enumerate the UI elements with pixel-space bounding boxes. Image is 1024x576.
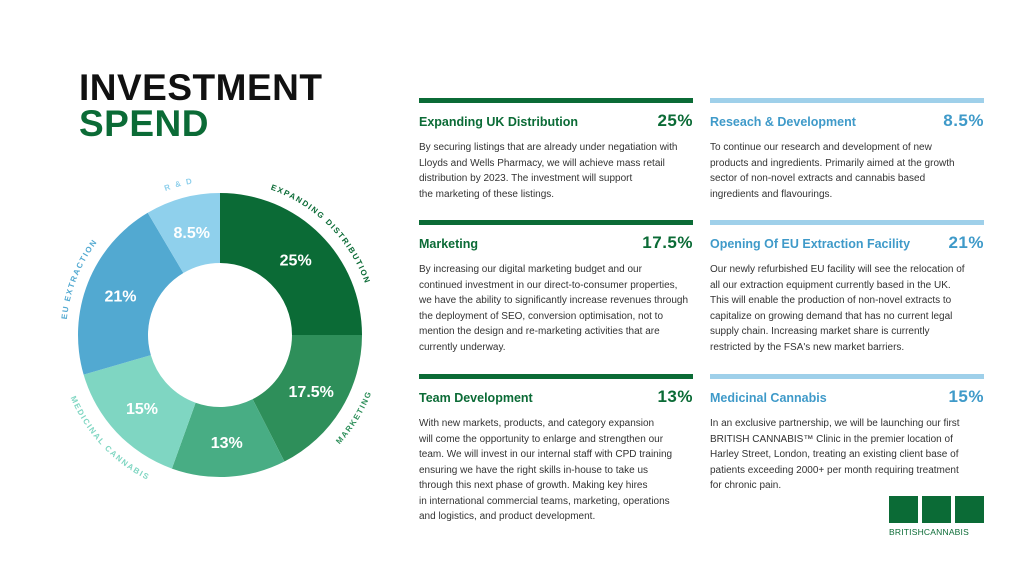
section-divider <box>710 374 984 379</box>
section-body-line: supply chain. Increasing market share is… <box>710 326 930 337</box>
donut-slice-1 <box>252 335 362 462</box>
section-body-line: ensuring we have the right skills in-hou… <box>419 464 649 476</box>
section-body-line: By securing listings that are already un… <box>419 142 678 153</box>
section-header: Opening Of EU Extraction Facility 21% <box>710 233 984 255</box>
section-percent: 13% <box>657 387 693 406</box>
section-4: Team Development 13% With new markets, pro… <box>419 374 693 525</box>
slice-category-label: R & D <box>163 176 194 192</box>
section-body: With new markets, products, and category… <box>419 416 693 525</box>
section-body: By increasing our digital marketing budg… <box>419 262 693 355</box>
slice-value-label: 25% <box>280 252 312 269</box>
section-divider <box>419 220 693 225</box>
section-header: Marketing 17.5% <box>419 233 693 255</box>
section-name: Expanding UK Distribution <box>419 115 579 129</box>
section-body-line: the marketing of these listings. <box>419 188 555 200</box>
section-divider <box>419 98 693 103</box>
section-body-line: in international commercial teams, marke… <box>419 495 670 507</box>
section-body: To continue our research and development… <box>710 140 984 202</box>
section-body-line: sector of non-novel extracts and cannabi… <box>710 173 926 184</box>
section-divider <box>710 98 984 103</box>
section-body-line: we have the ability to significantly inc… <box>419 295 689 306</box>
section-body-line: restricted by the FSA's new market barri… <box>710 341 905 353</box>
section-name: Reseach & Development <box>710 115 856 129</box>
section-name: Team Development <box>419 391 533 405</box>
beaker-icon <box>955 496 984 523</box>
section-body: Our newly refurbished EU facility will s… <box>710 262 984 355</box>
section-header: Reseach & Development 8.5% <box>710 111 984 133</box>
section-body-line: and logistics, and product development. <box>419 511 596 522</box>
section-3: Opening Of EU Extraction Facility 21% Our … <box>710 220 984 355</box>
section-body-line: for chronic pain. <box>710 480 782 491</box>
section-body: By securing listings that are already un… <box>419 140 693 202</box>
section-body-line: patients exceeding 2000+ per month requi… <box>710 464 959 476</box>
section-body-line: will come the opportunity to enlarge and… <box>419 433 664 445</box>
section-divider <box>710 220 984 225</box>
section-divider <box>419 374 693 379</box>
section-5: Medicinal Cannabis 15% In an exclusive par… <box>710 374 984 494</box>
slice-value-label: 15% <box>126 401 158 418</box>
title-line-1: INVESTMENT <box>79 67 323 108</box>
flask-icon <box>889 496 918 523</box>
section-name: Medicinal Cannabis <box>710 391 827 405</box>
donut-slice-0 <box>220 193 362 335</box>
section-2: Marketing 17.5% By increasing our digital … <box>419 220 693 355</box>
section-body: In an exclusive partnership, we will be … <box>710 416 984 494</box>
section-percent: 17.5% <box>642 233 693 252</box>
section-header: Medicinal Cannabis 15% <box>710 387 984 409</box>
section-body-line: the deployment of SEO, conversion optimi… <box>419 310 664 322</box>
page-title: INVESTMENT SPEND <box>79 67 323 144</box>
slice-value-label: 8.5% <box>174 225 210 242</box>
section-0: Expanding UK Distribution 25% By securing … <box>419 98 693 202</box>
section-percent: 25% <box>657 111 693 130</box>
section-body-line: Lloyds and Wells Pharmacy, we will achie… <box>419 157 665 169</box>
section-body-line: distribution by 2023. The investment wil… <box>419 173 633 184</box>
section-percent: 8.5% <box>943 111 984 130</box>
section-header: Team Development 13% <box>419 387 693 409</box>
section-header: Expanding UK Distribution 25% <box>419 111 693 133</box>
section-body-line: products and ingredients. Primarily aime… <box>710 157 955 169</box>
section-body-line: Our newly refurbished EU facility will s… <box>710 264 965 275</box>
donut-slice-4 <box>78 212 184 375</box>
donut-slice-3 <box>83 355 196 469</box>
section-1: Reseach & Development 8.5% To continue our… <box>710 98 984 202</box>
slice-value-label: 17.5% <box>289 384 334 401</box>
section-body-line: capitalize on growing demand that has no… <box>710 310 953 322</box>
slice-value-label: 13% <box>211 435 243 452</box>
section-body-line: currently underway. <box>419 341 506 353</box>
donut-slice-2 <box>171 399 285 477</box>
section-body-line: To continue our research and development… <box>710 142 932 153</box>
section-body-line: Harley Street, London, treating an exist… <box>710 449 959 460</box>
investment-donut-chart: 25%EXPANDING DISTRIBUTION17.5%MARKETING1… <box>60 176 372 482</box>
section-body-line: This will enable the production of non-n… <box>710 295 952 306</box>
section-percent: 15% <box>948 387 984 406</box>
slice-value-label: 21% <box>104 289 136 306</box>
slice-category-label-path: R & D <box>163 176 192 192</box>
section-body-line: through this next phase of growth. Makin… <box>419 480 648 491</box>
leaf-icon <box>922 496 951 523</box>
section-body-line: continued investment in our direct-to-co… <box>419 279 678 291</box>
section-body-line: team. We will invest in our internal sta… <box>419 449 673 460</box>
title-line-2: SPEND <box>79 103 209 144</box>
section-body-line: mention the design and re-marketing acti… <box>419 326 660 337</box>
section-body-line: By increasing our digital marketing budg… <box>419 264 642 275</box>
section-body-line: ingredients and flavourings. <box>710 188 833 200</box>
logo-brand-text: BRITISHCANNABIS <box>889 527 969 537</box>
section-body-line: In an exclusive partnership, we will be … <box>710 418 960 429</box>
donut-slice-5 <box>147 193 220 274</box>
section-name: Opening Of EU Extraction Facility <box>710 237 911 251</box>
section-percent: 21% <box>948 233 984 252</box>
british-cannabis-logo: BRITISHCANNABIS <box>889 496 985 544</box>
section-body-line: all our extraction equipment currently b… <box>710 279 951 291</box>
section-body-line: With new markets, products, and category… <box>419 418 655 429</box>
section-body-line: BRITISH CANNABIS™ Clinic in the premier … <box>710 433 953 445</box>
section-name: Marketing <box>419 237 479 251</box>
